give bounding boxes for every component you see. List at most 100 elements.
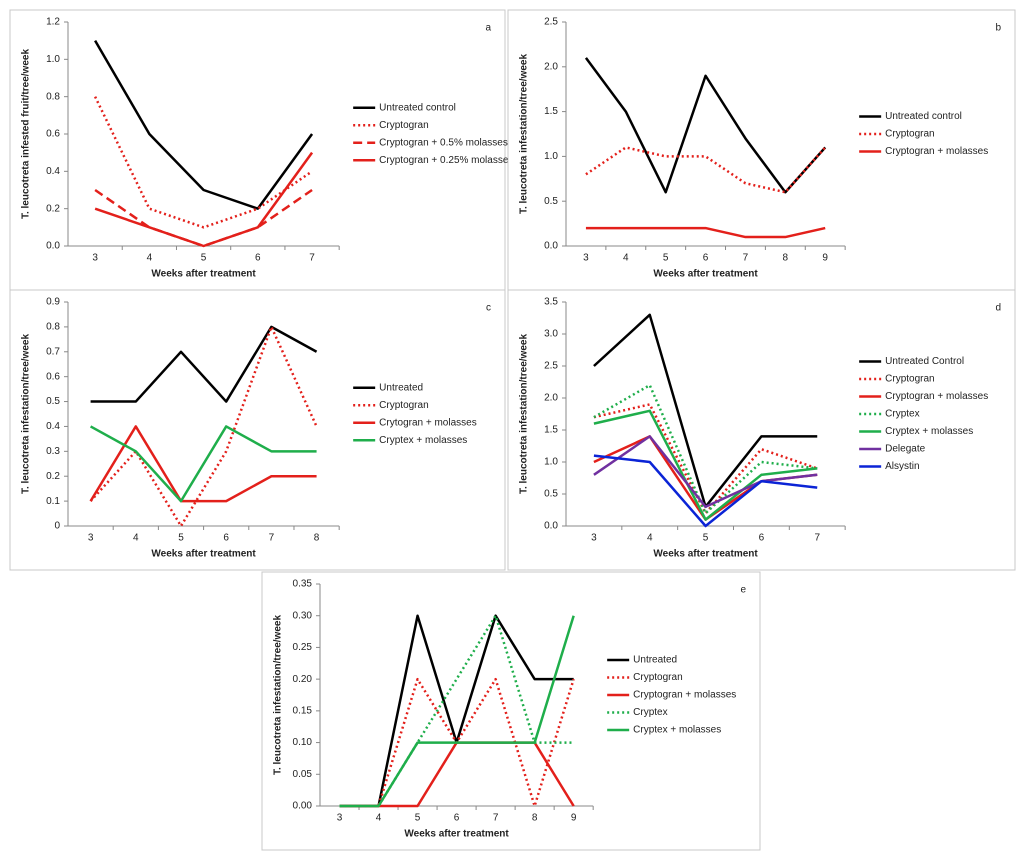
x-tick-label: 7 [269,533,275,544]
legend-label: Delegate [885,444,925,455]
panel-letter: e [740,585,746,596]
y-axis-title: T. leucotreta infestation/tree/week [273,615,284,775]
legend-label: Cryptogran + 0.25% molasses [379,155,513,166]
legend-label: Cryptogran + molasses [633,690,736,701]
y-tick-label: 0.5 [46,396,60,407]
y-tick-label: 1.0 [544,457,558,468]
legend-label: Cryptogran + molasses [885,146,988,157]
panel: b 0.0 0.5 1.0 1.5 2.0 2.5 3 4 5 6 7 8 9 Weeks after tr… [507,9,1016,291]
panel-frame [9,9,506,291]
x-axis-title: Weeks after treatment [653,549,758,560]
series-line [94,188,313,248]
x-tick-label: 8 [532,813,538,824]
panel: c 0 0.1 0.2 0.3 0.4 0.5 0.6 0.7 0.8 0.9 3 4 5 6 7 8 Weeks… [9,289,506,571]
y-tick-label: 1.5 [544,106,558,117]
y-tick-label: 0.1 [46,496,60,507]
y-tick-label: 0.0 [544,241,558,252]
x-tick-label: 6 [703,253,709,264]
legend-label: Untreated Control [885,356,964,367]
legend-label: Cryptex [885,409,919,420]
legend-label: Untreated control [885,111,962,122]
y-tick-label: 0.5 [544,196,558,207]
series-line [89,325,318,528]
x-tick-label: 8 [783,253,789,264]
y-tick-label: 2.0 [544,61,558,72]
x-tick-label: 7 [309,253,315,264]
y-tick-label: 0.30 [293,610,313,621]
x-tick-label: 5 [703,533,709,544]
panel-letter: c [486,303,491,314]
y-axis-title: T. leucotreta infestation/tree/week [21,334,32,494]
x-tick-label: 3 [88,533,94,544]
y-tick-label: 2.5 [544,17,558,28]
x-tick-label: 4 [623,253,629,264]
x-tick-label: 7 [743,253,749,264]
y-tick-label: 0.7 [46,346,60,357]
y-tick-label: 0.0 [46,241,60,252]
y-tick-label: 2.5 [544,361,558,372]
x-tick-label: 9 [822,253,828,264]
x-tick-label: 6 [223,533,229,544]
legend-label: Cryptogran [633,672,682,683]
y-tick-label: 0.3 [46,446,60,457]
y-tick-label: 0.00 [293,801,313,812]
y-tick-label: 2.0 [544,393,558,404]
legend-label: Cryptogran + molasses [885,391,988,402]
y-tick-label: 0.35 [293,579,313,590]
x-tick-label: 3 [337,813,343,824]
x-tick-label: 9 [571,813,577,824]
series-line [593,409,818,521]
y-tick-label: 1.0 [46,54,60,65]
x-tick-label: 4 [376,813,382,824]
y-tick-label: 0.2 [46,471,60,482]
y-tick-label: 0.4 [46,421,60,432]
x-tick-label: 5 [663,253,669,264]
x-tick-label: 3 [591,533,597,544]
y-axis-title: T. leucotreta infestation/tree/week [519,54,530,214]
legend-label: Cryptex + molasses [885,426,973,437]
series-line [584,57,827,194]
series-line [94,40,314,210]
x-tick-label: 5 [415,813,421,824]
x-axis-title: Weeks after treatment [151,549,256,560]
x-tick-label: 6 [454,813,460,824]
x-axis-title: Weeks after treatment [653,269,758,280]
y-tick-label: 0.8 [46,91,60,102]
series-line [89,425,317,503]
x-tick-label: 4 [133,533,139,544]
legend-label: Untreated control [379,102,456,113]
y-tick-label: 0.0 [544,521,558,532]
legend-label: Cryptogran [379,400,428,411]
y-tick-label: 0.8 [46,322,60,333]
panel-letter: d [995,303,1001,314]
legend-label: Cryptex [633,707,667,718]
panel-frame [9,289,506,571]
series-line [593,454,818,528]
legend-label: Cryptogran [379,120,428,131]
y-axis-title: T. leucotreta infested fruit/tree/week [21,49,32,219]
legend-label: Crytogran + molasses [379,417,477,428]
legend-label: Cryptex + molasses [379,435,467,446]
panel: d 0.0 0.5 1.0 1.5 2.0 2.5 3.0 3.5 3 4 5 6 7 Weeks afte… [507,289,1016,571]
panel-letter: a [485,23,491,34]
legend-label: Cryptogran + 0.5% molasses [379,137,508,148]
y-tick-label: 0.5 [544,489,558,500]
legend-label: Cryptex + molasses [633,725,721,736]
series-line [593,435,818,509]
y-tick-label: 0.9 [46,297,60,308]
panel: a 0.0 0.2 0.4 0.6 0.8 1.0 1.2 3 4 5 6 7 Weeks after t… [9,9,513,291]
y-tick-label: 0.15 [293,705,313,716]
x-tick-label: 8 [314,533,320,544]
y-tick-label: 0.25 [293,642,313,653]
x-axis-title: Weeks after treatment [404,829,509,840]
y-tick-label: 0.6 [46,129,60,140]
x-tick-label: 6 [255,253,261,264]
y-tick-label: 0.4 [46,166,60,177]
y-tick-label: 0.20 [293,674,313,685]
y-tick-label: 3.5 [544,297,558,308]
x-tick-label: 4 [647,533,653,544]
y-tick-label: 0.10 [293,737,313,748]
panel-frame [261,571,761,851]
x-tick-label: 7 [493,813,499,824]
